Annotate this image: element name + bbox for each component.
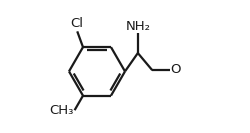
Text: O: O bbox=[171, 63, 181, 76]
Text: Cl: Cl bbox=[70, 17, 83, 30]
Text: NH₂: NH₂ bbox=[126, 20, 151, 33]
Text: CH₃: CH₃ bbox=[50, 104, 74, 117]
